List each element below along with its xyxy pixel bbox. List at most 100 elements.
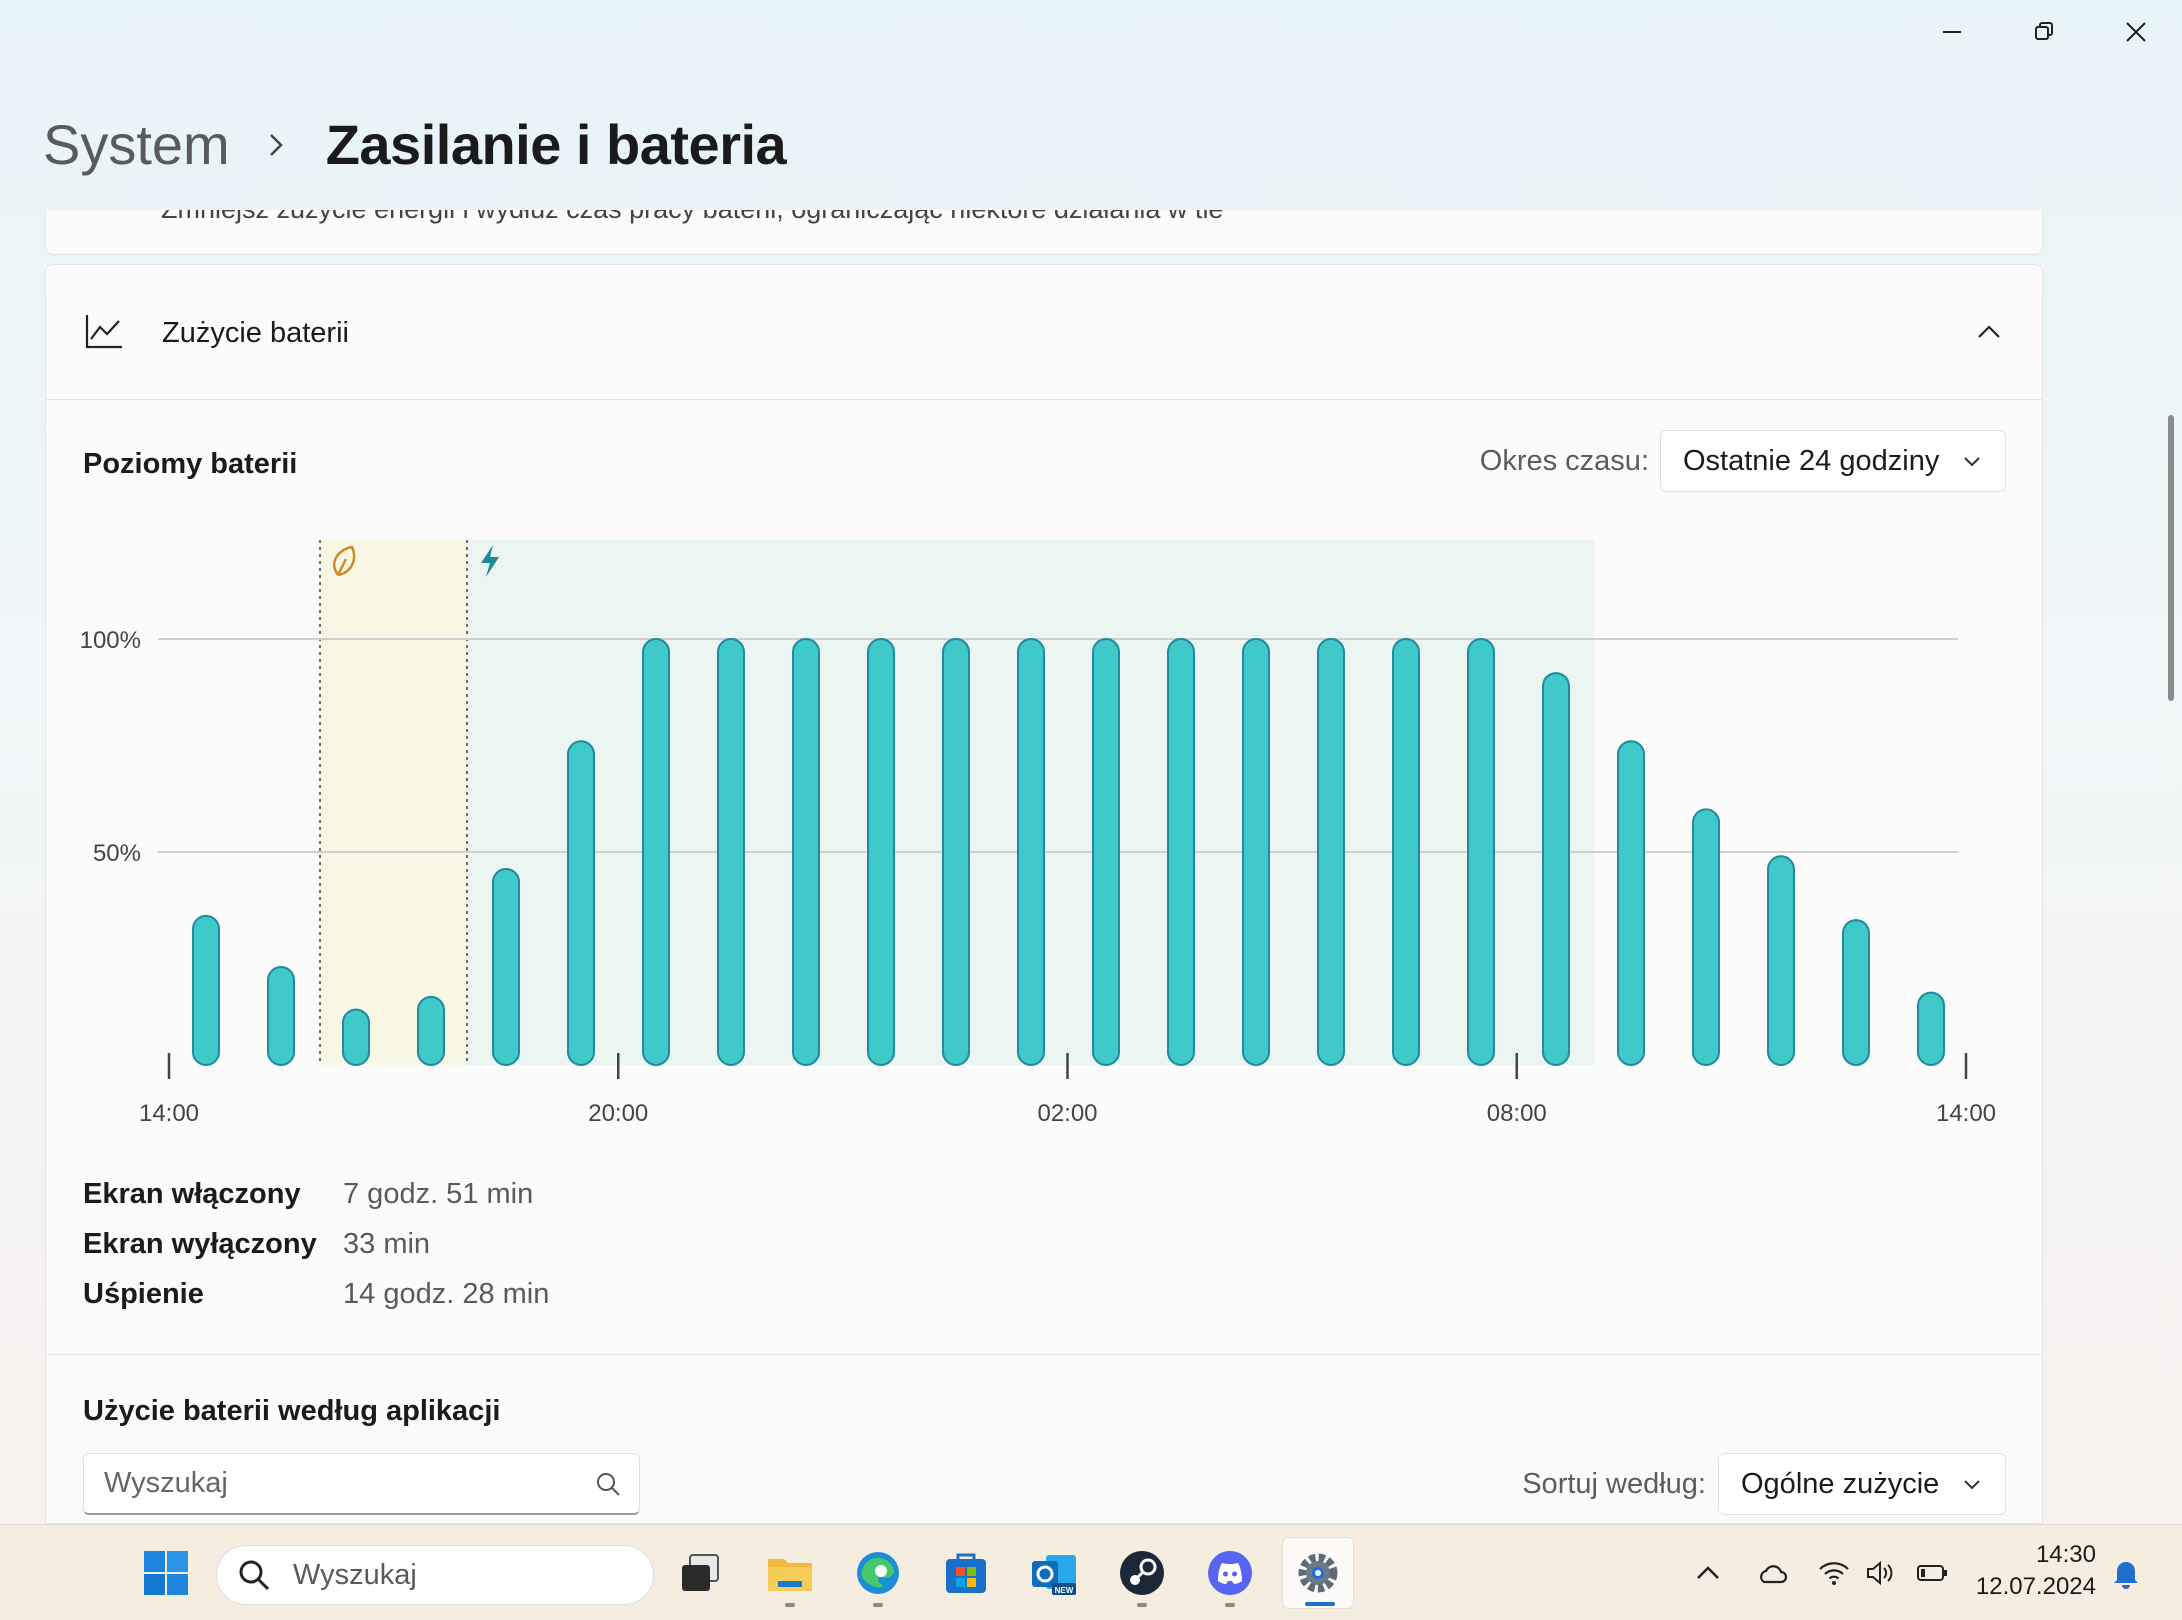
stat-label: Ekran wyłączony [83, 1227, 317, 1260]
battery-usage-header[interactable]: Zużycie baterii [46, 265, 2042, 400]
stat-value: 14 godz. 28 min [343, 1277, 550, 1310]
battery-level-bar [1617, 740, 1645, 1066]
stat-label: Uśpienie [83, 1277, 204, 1310]
notifications-button[interactable] [2108, 1555, 2144, 1591]
battery-level-bar [942, 638, 970, 1066]
close-button[interactable] [2090, 0, 2182, 64]
period-label: Okres czasu: [1479, 445, 1649, 477]
battery-saver-card: Zmniejsz zużycie energii i wydłuż czas p… [45, 210, 2043, 255]
battery-level-bar [642, 638, 670, 1066]
page-title: Zasilanie i bateria [325, 113, 787, 176]
charging-bolt-icon [481, 545, 499, 577]
app-search-placeholder: Wyszukaj [104, 1467, 228, 1499]
show-hidden-icons-button[interactable] [1690, 1555, 1726, 1591]
line-chart-icon [85, 315, 122, 349]
battery-level-bar [1167, 638, 1195, 1066]
task-view-button[interactable] [664, 1537, 736, 1609]
screen-stats: Ekran włączony 7 godz. 51 min Ekran wyłą… [83, 1169, 549, 1319]
stat-label: Ekran włączony [83, 1177, 301, 1210]
battery-tray-button[interactable] [1914, 1555, 1950, 1591]
app-search-input[interactable]: Wyszukaj [83, 1453, 640, 1515]
onedrive-button[interactable] [1754, 1555, 1790, 1591]
battery-level-bar [1092, 638, 1120, 1066]
battery-level-bar [1467, 638, 1495, 1066]
stat-row: Ekran wyłączony 33 min [83, 1219, 549, 1269]
wifi-button[interactable] [1816, 1555, 1852, 1591]
file-explorer-button[interactable] [754, 1537, 826, 1609]
active-indicator [1305, 1602, 1335, 1606]
battery-level-bar [1692, 808, 1720, 1067]
sort-dropdown[interactable]: Ogólne zużycie [1718, 1453, 2006, 1515]
discord-button[interactable] [1194, 1537, 1266, 1609]
taskbar-search[interactable]: Wyszukaj [216, 1545, 654, 1605]
outlook-icon: NEW [1032, 1555, 1076, 1595]
store-button[interactable] [930, 1537, 1002, 1609]
x-tick-label: 20:00 [588, 1100, 648, 1127]
window-controls [1906, 0, 2182, 64]
taskbar-clock[interactable]: 14:30 12.07.2024 [1976, 1539, 2096, 1603]
clock-date: 12.07.2024 [1975, 1573, 2096, 1600]
battery-level-bar [192, 914, 220, 1067]
y-tick-label: 100% [80, 627, 141, 654]
task-view-icon [682, 1554, 719, 1591]
period-dropdown[interactable]: Ostatnie 24 godziny [1660, 430, 2006, 492]
steam-icon [1120, 1551, 1164, 1595]
settings-button[interactable] [1282, 1537, 1354, 1609]
battery-saver-leaf-icon [333, 545, 356, 577]
chevron-down-icon [1964, 457, 1980, 467]
taskbar: Wyszukaj NEW 14:30 [0, 1524, 2182, 1620]
volume-button[interactable] [1862, 1555, 1898, 1591]
steam-button[interactable] [1106, 1537, 1178, 1609]
y-tick-label: 50% [93, 840, 141, 867]
running-indicator [1137, 1603, 1147, 1607]
stat-row: Ekran włączony 7 godz. 51 min [83, 1169, 549, 1219]
battery-levels-chart: 100% 50% 14:00 20:00 02:00 08:00 14:00 [80, 540, 1996, 1127]
restore-button[interactable] [1998, 0, 2090, 64]
battery-level-bar [1017, 638, 1045, 1066]
minimize-button[interactable] [1906, 0, 1998, 64]
chevron-down-icon [1964, 1480, 1980, 1490]
app-usage-title: Użycie baterii według aplikacji [83, 1395, 501, 1427]
breadcrumb-system-link[interactable]: System [43, 113, 230, 176]
x-tick-label: 08:00 [1487, 1100, 1547, 1127]
sort-label: Sortuj według: [1522, 1468, 1706, 1500]
svg-text:NEW: NEW [1055, 1586, 1074, 1595]
edge-button[interactable] [842, 1537, 914, 1609]
chevron-right-icon [266, 131, 286, 159]
battery-level-bar [867, 638, 895, 1066]
battery-level-bar [267, 966, 295, 1067]
x-tick-label: 14:00 [139, 1100, 199, 1127]
clock-time: 14:30 [2035, 1541, 2096, 1568]
battery-level-bar [1242, 638, 1270, 1066]
breadcrumb: System Zasilanie i bateria [43, 112, 787, 177]
edge-icon [857, 1552, 899, 1594]
stat-row: Uśpienie 14 godz. 28 min [83, 1269, 549, 1319]
search-icon [239, 1560, 270, 1591]
stat-value: 33 min [343, 1227, 431, 1260]
battery-level-bar [1767, 855, 1795, 1067]
battery-level-bar [1542, 672, 1570, 1066]
speaker-icon [1867, 1560, 1893, 1586]
chevron-up-icon[interactable] [1976, 319, 2002, 345]
scrollbar[interactable] [2168, 415, 2174, 701]
start-button[interactable] [130, 1537, 202, 1609]
battery-level-bar [1317, 638, 1345, 1066]
restore-icon [2035, 22, 2053, 40]
battery-usage-title: Zużycie baterii [162, 317, 349, 349]
outlook-button[interactable]: NEW [1018, 1537, 1090, 1609]
chevron-up-icon [1697, 1566, 1719, 1579]
cloud-icon [1760, 1565, 1788, 1584]
taskbar-search-placeholder: Wyszukaj [293, 1558, 417, 1591]
bell-icon [2114, 1562, 2138, 1589]
discord-icon [1208, 1551, 1252, 1595]
settings-icon [1298, 1553, 1338, 1593]
battery-saver-region [320, 540, 467, 1065]
battery-level-bar [417, 995, 445, 1067]
battery-levels-title: Poziomy baterii [83, 448, 298, 480]
period-dropdown-value: Ostatnie 24 godziny [1683, 444, 1940, 477]
battery-level-bar [792, 638, 820, 1066]
battery-level-bar [567, 740, 595, 1066]
file-explorer-icon [768, 1559, 812, 1591]
divider [46, 1354, 2042, 1355]
battery-level-bar [492, 868, 520, 1066]
